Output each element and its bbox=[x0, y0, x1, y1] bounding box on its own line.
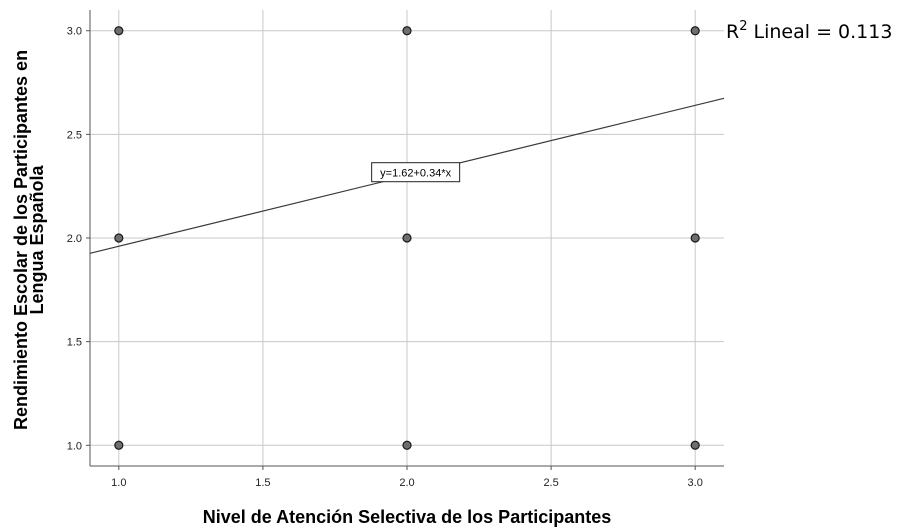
data-point bbox=[402, 440, 412, 450]
axes bbox=[86, 10, 724, 470]
equation-label-text: y=1.62+0.34*x bbox=[380, 168, 451, 180]
fit-line-group: y=1.62+0.34*x bbox=[89, 97, 725, 254]
x-tick-label: 3.0 bbox=[688, 477, 703, 489]
x-tick-label: 2.5 bbox=[543, 477, 558, 489]
y-tick-label: 3.0 bbox=[67, 26, 82, 38]
r2-text: Lineal = 0.113 bbox=[747, 21, 892, 43]
data-point bbox=[690, 233, 700, 243]
data-point bbox=[402, 233, 412, 243]
data-point bbox=[114, 440, 124, 450]
y-tick-label: 1.0 bbox=[67, 440, 82, 452]
x-tick-label: 1.0 bbox=[111, 477, 126, 489]
r2-prefix: R bbox=[726, 21, 739, 43]
tick-labels: 1.0 1.5 2.0 2.5 3.0 1.0 1.5 2.0 2.5 3.0 bbox=[67, 26, 703, 489]
data-point bbox=[690, 26, 700, 36]
r2-superscript: 2 bbox=[739, 19, 747, 34]
x-tick-label: 2.0 bbox=[399, 477, 414, 489]
y-axis-title-line-1: Rendimiento Escolar de los Participantes… bbox=[11, 50, 31, 430]
y-tick-label: 2.5 bbox=[67, 129, 82, 141]
equation-label: y=1.62+0.34*x bbox=[371, 162, 461, 183]
data-point bbox=[402, 26, 412, 36]
data-point bbox=[690, 440, 700, 450]
y-axis-title: Rendimiento Escolar de los Participantes… bbox=[11, 50, 47, 430]
y-axis-title-line-2: Lengua Española bbox=[27, 164, 47, 314]
x-tick-label: 1.5 bbox=[255, 477, 270, 489]
r2-annotation: R2 Lineal = 0.113 bbox=[726, 19, 892, 43]
equation-label-box bbox=[371, 162, 461, 183]
y-tick-label: 1.5 bbox=[67, 337, 82, 349]
data-point bbox=[114, 233, 124, 243]
data-points bbox=[114, 26, 700, 450]
y-tick-label: 2.0 bbox=[67, 233, 82, 245]
data-point bbox=[114, 26, 124, 36]
x-axis-title: Nivel de Atención Selectiva de los Parti… bbox=[203, 507, 611, 527]
